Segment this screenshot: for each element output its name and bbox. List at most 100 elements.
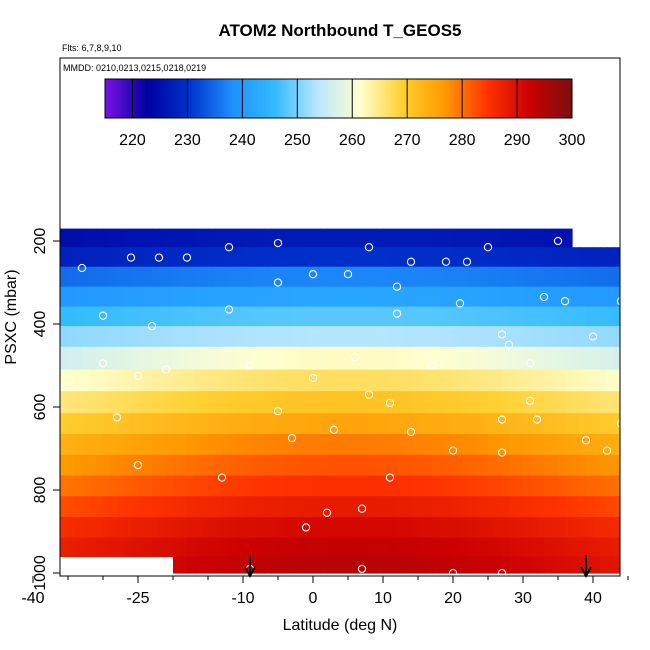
heatmap-cell [292,475,300,497]
observation-point [133,371,143,381]
heatmap-cell [173,286,181,308]
heatmap-cell [348,266,356,288]
heatmap-cell [0,229,6,248]
heatmap-cell [544,228,552,248]
heatmap-cell [194,413,202,435]
heatmap-cell [509,413,517,435]
heatmap-cell [75,326,83,348]
heatmap-cell [579,475,587,497]
heatmap-cell [327,496,335,518]
heatmap-cell [0,434,6,455]
heatmap-cell [509,391,517,414]
heatmap-cell [306,306,314,327]
heatmap-cell [432,496,440,518]
heatmap-cell [355,454,363,477]
heatmap-cell [60,346,62,371]
heatmap-cell [166,306,174,327]
heatmap-cell [61,286,69,308]
heatmap-cell [635,413,643,434]
heatmap-cell [320,537,328,557]
heatmap-cell [390,326,398,348]
heatmap-cell [75,306,83,327]
heatmap-cell [614,475,620,497]
heatmap-cell [516,391,524,414]
observation-point [497,330,507,339]
heatmap-cell [544,434,552,456]
heatmap-cell [467,434,475,456]
heatmap-cell [229,475,237,497]
heatmap-cell [348,228,356,248]
heatmap-cell [5,496,13,517]
heatmap-cell [390,413,398,435]
heatmap-cell [628,434,636,455]
heatmap-cell [131,326,139,348]
heatmap-cell [61,346,69,371]
heatmap-cell [551,434,559,456]
heatmap-cell [446,413,454,435]
heatmap-cell [334,556,342,574]
heatmap-cell [187,326,195,348]
observation-point [8,430,15,437]
heatmap-cell [89,496,97,518]
heatmap-cell [362,556,370,574]
heatmap-cell [201,266,209,288]
y-tick-label: 800 [32,477,49,504]
heatmap-cell [33,267,41,288]
heatmap-cell [558,306,566,327]
heatmap-cell [278,369,286,392]
heatmap-cell [173,413,181,435]
heatmap-cell [26,517,34,538]
heatmap-cell [453,434,461,456]
x-tick-label: -40 [21,590,44,607]
heatmap-cell [607,346,615,371]
heatmap-cell [551,556,559,574]
heatmap-cell [383,475,391,497]
heatmap-cell [159,228,167,248]
heatmap-cell [425,306,433,327]
heatmap-cell [208,306,216,327]
heatmap-cell [61,517,69,539]
heatmap-cell [222,556,230,574]
heatmap-cell [537,266,545,288]
heatmap-cell [635,556,643,573]
heatmap-cell [544,556,552,574]
heatmap-cell [68,496,76,518]
heatmap-cell [467,537,475,557]
heatmap-cell [404,517,412,539]
heatmap-cell [201,413,209,435]
heatmap-cell [152,228,160,248]
heatmap-cell [348,496,356,518]
heatmap-cell [187,454,195,477]
heatmap-cell [418,434,426,456]
heatmap-cell [124,434,132,456]
heatmap-cell [243,306,251,327]
heatmap-cell [544,346,552,371]
heatmap-cell [201,369,209,392]
heatmap-cell [208,266,216,288]
heatmap-cell [159,517,167,539]
heatmap-cell [509,286,517,308]
heatmap-cell [376,326,384,348]
heatmap-cell [250,517,258,539]
heatmap-cell [572,475,580,497]
heatmap-cell [369,326,377,348]
heatmap-cell [19,413,27,434]
heatmap-cell [537,326,545,348]
heatmap-cell [579,413,587,435]
heatmap-cell [40,538,48,557]
heatmap-cell [19,476,27,497]
observation-point [245,361,255,370]
heatmap-cell [222,228,230,248]
heatmap-cell [425,517,433,539]
heatmap-cell [432,537,440,557]
heatmap-cell [334,496,342,518]
heatmap-cell [12,476,20,497]
heatmap-cell [222,537,230,557]
heatmap-cell [19,287,27,308]
heatmap-cell [614,306,620,327]
observation-point [406,427,416,437]
heatmap-cell [488,326,496,348]
heatmap-cell [467,326,475,348]
heatmap-cell [411,286,419,308]
heatmap-cell [593,306,601,327]
